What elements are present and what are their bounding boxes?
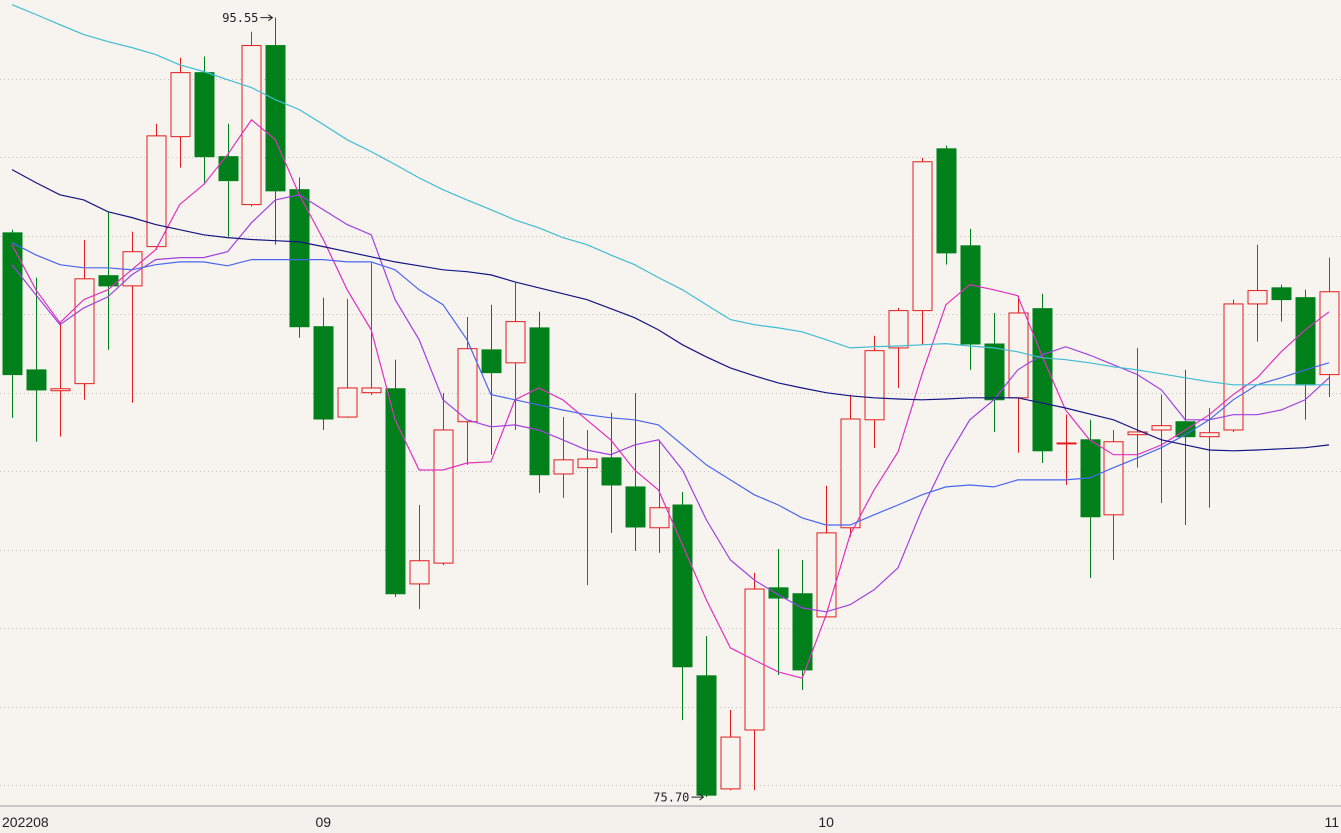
candle-body	[505, 321, 526, 364]
candle-body	[864, 350, 885, 421]
candle-body	[888, 310, 909, 349]
candle-body	[194, 72, 215, 158]
moving-average-line	[11, 169, 1330, 452]
candle-body	[601, 457, 622, 486]
candle-body	[50, 388, 71, 392]
candle-body	[313, 326, 334, 420]
candle-body	[218, 156, 239, 182]
candle-body	[649, 507, 670, 529]
candle-body	[1199, 432, 1220, 438]
candle-body	[816, 532, 837, 618]
x-tick-label: 10	[818, 814, 834, 830]
candle-body	[1223, 303, 1244, 431]
candle-body	[1032, 308, 1053, 452]
candle-body	[936, 148, 957, 254]
candle-body	[529, 327, 550, 476]
annotations: 95.55 75.70	[222, 11, 705, 805]
candle-body	[385, 388, 406, 595]
candle-body	[481, 349, 502, 374]
candle-body	[912, 161, 933, 312]
x-axis-strip	[0, 807, 1341, 833]
candle-body	[337, 387, 358, 418]
candle-body	[720, 736, 741, 790]
candle-body	[433, 429, 454, 564]
candle-body	[265, 45, 286, 192]
candle-body	[577, 458, 598, 469]
x-axis: 202208 09 10 11	[2, 814, 1339, 830]
candle-body	[146, 135, 167, 248]
candle-body	[1103, 441, 1124, 516]
moving-average-line	[11, 4, 1329, 386]
x-tick-label: 202208	[2, 814, 49, 830]
candle-body	[241, 45, 262, 206]
price-label: 95.55	[222, 11, 258, 25]
candle-body	[553, 459, 574, 475]
candle-body	[1008, 312, 1029, 399]
candle-body	[170, 72, 191, 138]
candle-body	[672, 504, 693, 668]
price-arrow	[691, 793, 705, 801]
moving-average-line	[11, 118, 1330, 679]
candle-body	[792, 593, 813, 671]
candle-body	[696, 675, 717, 796]
candle-body	[26, 369, 47, 391]
x-tick-label: 11	[1324, 814, 1339, 830]
moving-average-line	[11, 194, 1330, 613]
candle-body	[840, 418, 861, 529]
candle-body	[1247, 290, 1268, 305]
moving-averages	[11, 4, 1330, 679]
candle-body	[409, 560, 430, 585]
x-tick-label: 09	[316, 814, 332, 830]
candle-body	[289, 189, 310, 328]
price-arrow	[260, 14, 274, 22]
candle-body	[1056, 442, 1077, 445]
candle-body	[768, 587, 789, 599]
candle-body	[361, 387, 382, 394]
candle-body	[625, 486, 646, 528]
candle-body	[1271, 287, 1292, 301]
candle-body	[744, 588, 765, 731]
price-label: 75.70	[653, 791, 689, 805]
candle-body	[2, 232, 23, 376]
candle-body	[457, 348, 478, 423]
moving-average-line	[11, 242, 1330, 526]
candle-body	[1151, 425, 1172, 431]
candle-body	[960, 245, 981, 345]
candle-body	[74, 278, 95, 385]
candle-body	[1319, 291, 1340, 376]
